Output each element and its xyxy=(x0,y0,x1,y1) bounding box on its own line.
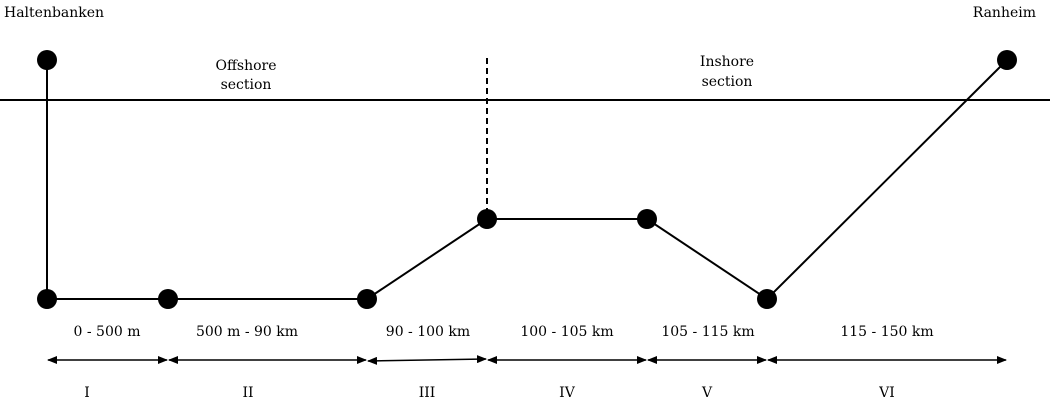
segment-roman-label: II xyxy=(242,385,253,401)
segment-range-label: 115 - 150 km xyxy=(840,324,933,340)
segment-roman-label: I xyxy=(84,385,90,401)
segment-roman-label: IV xyxy=(559,385,576,401)
segment-roman-label: V xyxy=(701,385,713,401)
start-location-label: Haltenbanken xyxy=(4,5,104,21)
segment-roman-label: VI xyxy=(878,385,895,401)
segment-arrow xyxy=(367,355,487,365)
segment-roman-label: III xyxy=(419,385,436,401)
route-node-end xyxy=(997,50,1017,70)
route-node xyxy=(757,289,777,309)
route-node xyxy=(37,289,57,309)
segment-range-label: 100 - 105 km xyxy=(520,324,613,340)
offshore-section-label-line2: section xyxy=(221,77,272,93)
route-node xyxy=(477,209,497,229)
route-node xyxy=(637,209,657,229)
segment-range-label: 0 - 500 m xyxy=(74,324,141,340)
pipeline-route xyxy=(46,59,1008,301)
offshore-section-label-line1: Offshore xyxy=(215,58,276,74)
route-node xyxy=(158,289,178,309)
inshore-section-label-line1: Inshore xyxy=(700,54,754,70)
route-node-start xyxy=(37,50,57,70)
segment-range-label: 90 - 100 km xyxy=(386,324,470,340)
route-node xyxy=(357,289,377,309)
segment-range-label: 105 - 115 km xyxy=(661,324,754,340)
end-location-label: Ranheim xyxy=(973,5,1036,21)
inshore-section-label-line2: section xyxy=(702,74,753,90)
segment-range-label: 500 m - 90 km xyxy=(196,324,298,340)
